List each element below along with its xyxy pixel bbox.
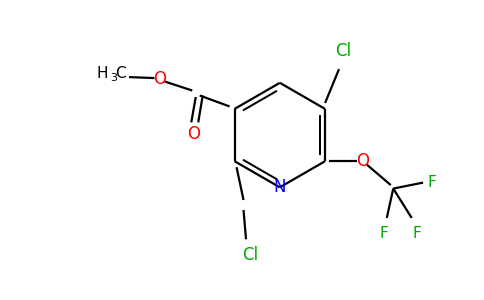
- Text: O: O: [187, 125, 200, 143]
- Text: C: C: [115, 66, 125, 81]
- Text: 3: 3: [110, 73, 117, 82]
- Text: Cl: Cl: [242, 246, 258, 264]
- Text: F: F: [427, 175, 436, 190]
- Text: F: F: [412, 226, 421, 241]
- Text: Cl: Cl: [335, 42, 351, 60]
- Text: H: H: [97, 66, 108, 81]
- Text: O: O: [356, 152, 369, 170]
- Text: N: N: [273, 178, 286, 196]
- Text: F: F: [380, 226, 389, 241]
- Text: O: O: [153, 70, 166, 88]
